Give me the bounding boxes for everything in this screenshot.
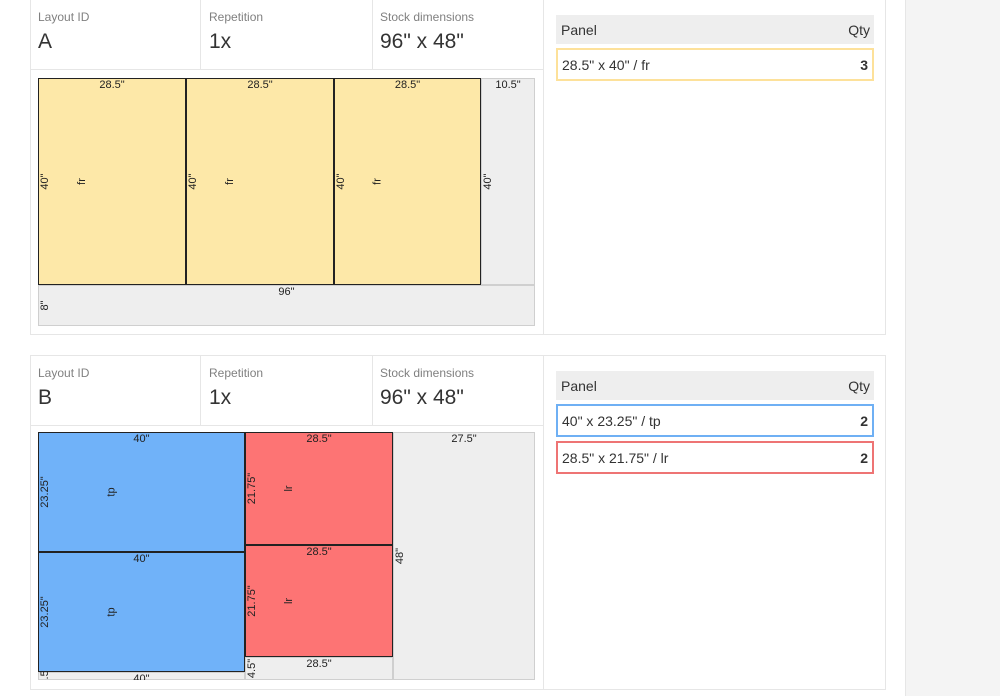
side-panel [905,0,1000,696]
waste-rect [481,78,535,285]
table-header: Panel Qty [556,371,874,400]
waste: 10.5" 40" [481,78,535,285]
width-label: 28.5" [306,433,331,445]
panel-row: 40" x 23.25" / tp 2 [556,404,874,437]
panel-rect [186,78,334,285]
height-label: 40" [335,173,347,189]
panel: 28.5" 40" fr [334,78,481,285]
header-value: 96" x 48" [380,30,464,53]
panel-label: lr [283,598,295,604]
waste: 40" 1.5" [38,666,245,685]
divider [31,425,543,426]
divider [543,356,544,689]
header-value: B [38,386,53,409]
height-label: 48" [394,548,406,564]
panel-name: 28.5" x 21.75" / lr [562,449,669,466]
panel-row: 28.5" x 40" / fr 3 [556,48,874,81]
header-label: Stock dimensions [380,10,475,24]
header-label: Layout ID [38,366,90,380]
width-label: 10.5" [495,79,520,91]
waste-rect [393,432,535,680]
header-value: A [38,30,53,53]
panel-label: tp [105,487,117,496]
panel-qty: 3 [860,56,868,73]
panel: 40" 23.25" tp [38,432,245,552]
width-label: 28.5" [99,79,124,91]
divider [543,0,544,334]
header-value: 1x [209,30,232,53]
panel-label: fr [76,178,88,185]
height-label: 23.25" [39,476,51,508]
header-value: 1x [209,386,232,409]
width-label: 40" [133,553,149,565]
height-label: 4.5" [246,659,258,678]
panel-name: 40" x 23.25" / tp [562,412,661,429]
panel-rect [38,78,186,285]
panel-rect [245,545,393,657]
header-label: Stock dimensions [380,366,475,380]
panel: 28.5" 21.75" lr [245,545,393,657]
height-label: 40" [482,173,494,189]
table-header: Panel Qty [556,15,874,44]
header-label: Repetition [209,10,264,24]
width-label: 28.5" [306,546,331,558]
panel: 28.5" 21.75" lr [245,432,393,545]
header-label: Layout ID [38,10,90,24]
waste: 28.5" 4.5" [245,657,393,680]
waste-rect [38,672,245,680]
height-label: 21.75" [246,473,258,505]
column-header: Qty [848,377,870,394]
height-label: 21.75" [246,585,258,617]
divider [372,356,373,425]
panel-label: lr [283,485,295,491]
width-label: 40" [133,433,149,445]
panel-rect [334,78,481,285]
height-label: 8" [39,300,51,310]
column-header: Panel [561,21,597,38]
panel-rect [38,552,245,672]
height-label: 40" [39,173,51,189]
waste-rect [38,285,535,326]
panel: 28.5" 40" fr [38,78,186,285]
panel-label: fr [371,178,383,185]
header-value: 96" x 48" [380,386,464,409]
divider [200,0,201,69]
panel-label: tp [105,607,117,616]
waste: 27.5" 48" [393,432,535,680]
panel-name: 28.5" x 40" / fr [562,56,650,73]
panel-qty: 2 [860,449,868,466]
height-label: 23.25" [39,596,51,628]
header-label: Repetition [209,366,264,380]
divider [31,69,543,70]
panel-rect [38,432,245,552]
panel-rect [245,432,393,545]
divider [372,0,373,69]
width-label: 28.5" [306,658,331,670]
width-label: 28.5" [247,79,272,91]
height-label: 1.5" [39,666,51,685]
divider [200,356,201,425]
column-header: Panel [561,377,597,394]
width-label: 27.5" [451,433,476,445]
column-header: Qty [848,21,870,38]
panel-label: fr [224,178,236,185]
panel: 40" 23.25" tp [38,552,245,672]
width-label: 28.5" [395,79,420,91]
panel: 28.5" 40" fr [186,78,334,285]
height-label: 40" [187,173,199,189]
width-label: 40" [133,673,149,685]
waste: 96" 8" [38,285,535,326]
waste-rect [245,657,393,680]
panel-qty: 2 [860,412,868,429]
panel-row: 28.5" x 21.75" / lr 2 [556,441,874,474]
width-label: 96" [278,286,294,298]
